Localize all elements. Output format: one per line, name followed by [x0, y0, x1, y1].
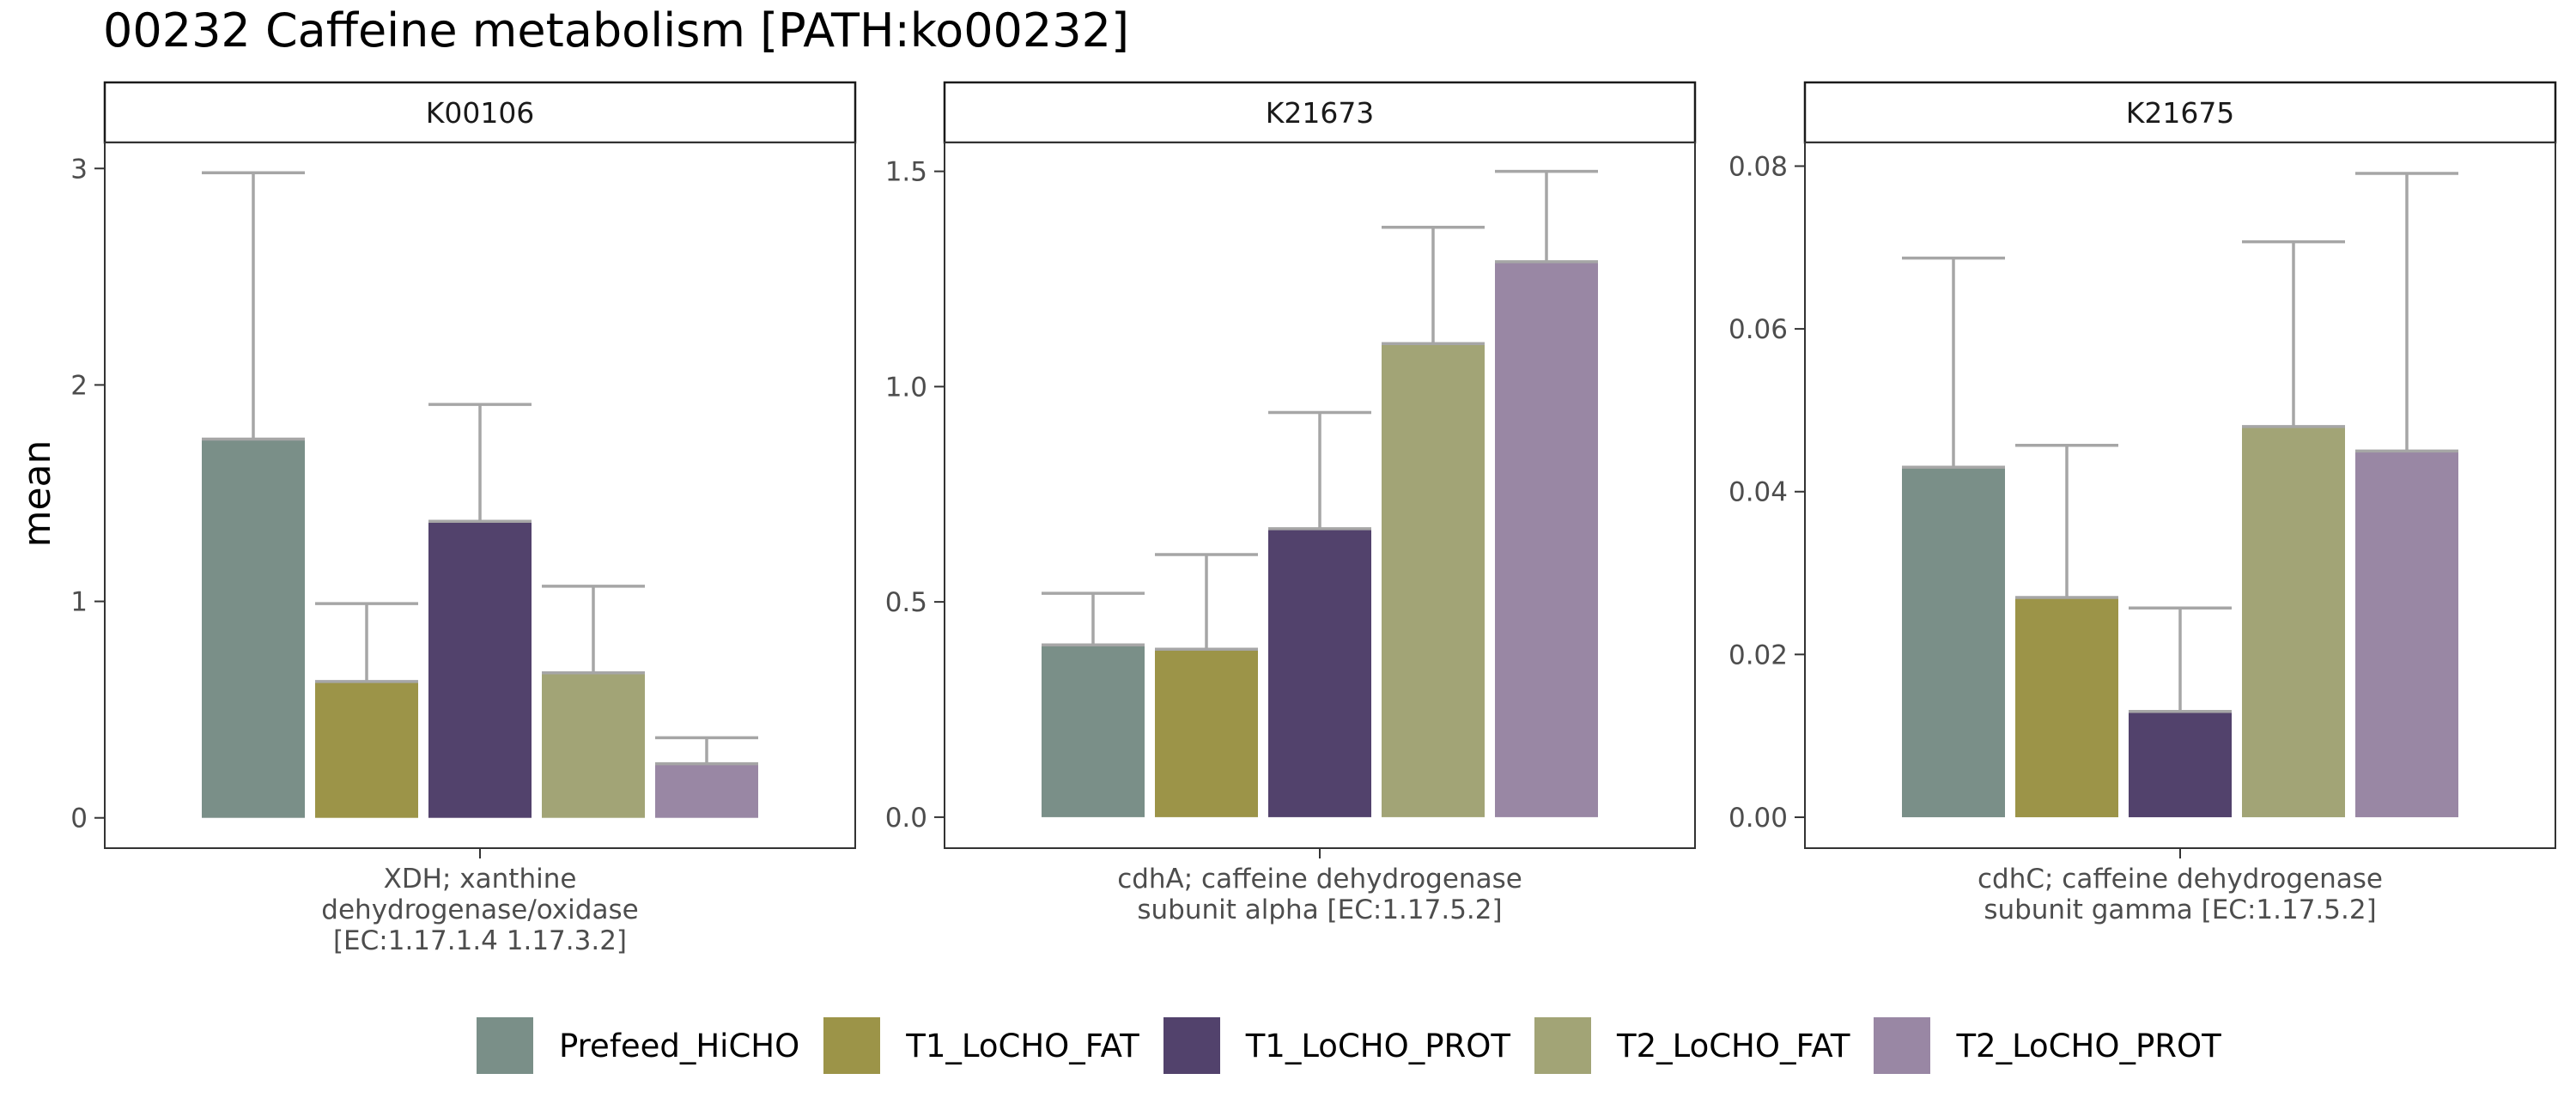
- bar: [1155, 649, 1258, 817]
- y-tick-label: 3: [70, 154, 88, 185]
- bar: [2015, 597, 2118, 817]
- y-tick-label: 2: [70, 370, 88, 401]
- x-category-label: XDH; xanthine: [384, 864, 577, 895]
- x-category-label: subunit gamma [EC:1.17.5.2]: [1984, 895, 2376, 925]
- x-category-label: subunit alpha [EC:1.17.5.2]: [1137, 895, 1502, 925]
- bar: [202, 439, 305, 818]
- y-tick-label: 0.00: [1728, 803, 1788, 834]
- legend-item-t1-locho-prot: T1_LoCHO_PROT: [1163, 1017, 1510, 1074]
- bar: [428, 521, 532, 818]
- chart-title: 00232 Caffeine metabolism [PATH:ko00232]: [103, 3, 1130, 58]
- legend-item-t1-locho-fat: T1_LoCHO_FAT: [823, 1017, 1139, 1074]
- bar: [655, 763, 758, 818]
- legend-label: Prefeed_HiCHO: [559, 1027, 800, 1064]
- facet-label: K00106: [426, 96, 535, 130]
- y-axis-title: mean: [15, 440, 59, 548]
- y-tick-label: 0.06: [1728, 314, 1788, 345]
- y-tick-label: 0.0: [885, 803, 927, 834]
- bar: [1382, 343, 1485, 817]
- legend-label: T1_LoCHO_PROT: [1245, 1027, 1510, 1064]
- legend: Prefeed_HiCHO T1_LoCHO_FAT T1_LoCHO_PROT…: [477, 1017, 2245, 1074]
- x-category-label: [EC:1.17.1.4 1.17.3.2]: [333, 925, 627, 956]
- legend-item-t2-locho-fat: T2_LoCHO_FAT: [1534, 1017, 1850, 1074]
- y-tick-label: 1.0: [885, 372, 927, 403]
- bar: [2129, 711, 2232, 817]
- facet-strip: [1803, 81, 2557, 144]
- facet-strip: [103, 81, 857, 144]
- legend-label: T1_LoCHO_FAT: [906, 1027, 1139, 1064]
- legend-item-prefeed-hicho: Prefeed_HiCHO: [477, 1017, 799, 1074]
- legend-label: T2_LoCHO_PROT: [1956, 1027, 2221, 1064]
- y-tick-label: 1.5: [885, 157, 927, 188]
- bar: [1268, 528, 1371, 817]
- legend-item-t2-locho-prot: T2_LoCHO_PROT: [1874, 1017, 2221, 1074]
- bar: [1902, 467, 2005, 817]
- facet-label: K21673: [1266, 96, 1375, 130]
- bar: [1495, 261, 1598, 817]
- legend-swatch: [477, 1017, 533, 1074]
- legend-swatch: [823, 1017, 881, 1074]
- bar: [2242, 426, 2345, 817]
- x-category-label: cdhC; caffeine dehydrogenase: [1978, 864, 2383, 895]
- x-category-label: dehydrogenase/oxidase: [321, 895, 638, 925]
- y-tick-label: 1: [70, 587, 88, 618]
- bar: [315, 681, 418, 818]
- facet-strip: [943, 81, 1697, 144]
- facet-label: K21675: [2126, 96, 2235, 130]
- x-category-label: cdhA; caffeine dehydrogenase: [1117, 864, 1522, 895]
- bar: [542, 672, 645, 818]
- y-tick-label: 0.04: [1728, 477, 1788, 508]
- facet-panels: K00106 0 1 2 3 XDH; xanthinedehydrogenase/oxi…: [70, 81, 2557, 956]
- bar: [1042, 645, 1145, 817]
- y-tick-label: 0.5: [885, 587, 927, 618]
- legend-swatch: [1874, 1017, 1931, 1074]
- y-tick-label: 0.02: [1728, 640, 1788, 670]
- legend-swatch: [1534, 1017, 1591, 1074]
- y-tick-label: 0.08: [1728, 151, 1788, 182]
- legend-label: T2_LoCHO_FAT: [1616, 1027, 1850, 1064]
- bar: [2355, 451, 2458, 817]
- y-tick-label: 0: [70, 804, 88, 834]
- legend-swatch: [1163, 1017, 1220, 1074]
